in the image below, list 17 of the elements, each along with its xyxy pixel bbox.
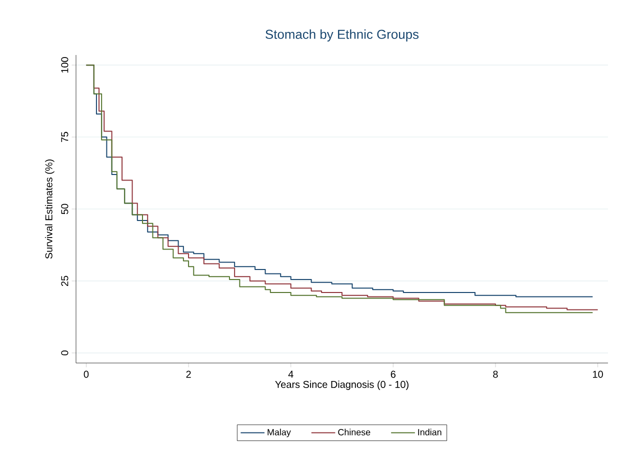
- y-tick-label: 75: [61, 132, 68, 142]
- x-tick-label: 0: [84, 370, 89, 378]
- x-tick-label: 6: [390, 370, 396, 378]
- x-tick-label: 10: [593, 370, 603, 378]
- x-tick-label: 4: [288, 370, 294, 378]
- x-axis-title: Years Since Diagnosis (0 - 10): [275, 380, 408, 390]
- chart-title: Stomach by Ethnic Groups: [266, 29, 419, 42]
- legend-label: Indian: [418, 428, 442, 436]
- legend-label: Malay: [268, 428, 291, 438]
- legend-label: Chinese: [338, 428, 370, 436]
- y-tick-label: 0: [61, 350, 68, 356]
- y-tick-label: 50: [61, 204, 68, 214]
- y-axis-title: Survival Estimates (%): [45, 160, 54, 259]
- y-tick-label: 25: [61, 276, 68, 286]
- y-tick-label: 100: [61, 57, 68, 73]
- x-tick-label: 2: [186, 370, 191, 378]
- x-tick-label: 8: [493, 370, 498, 378]
